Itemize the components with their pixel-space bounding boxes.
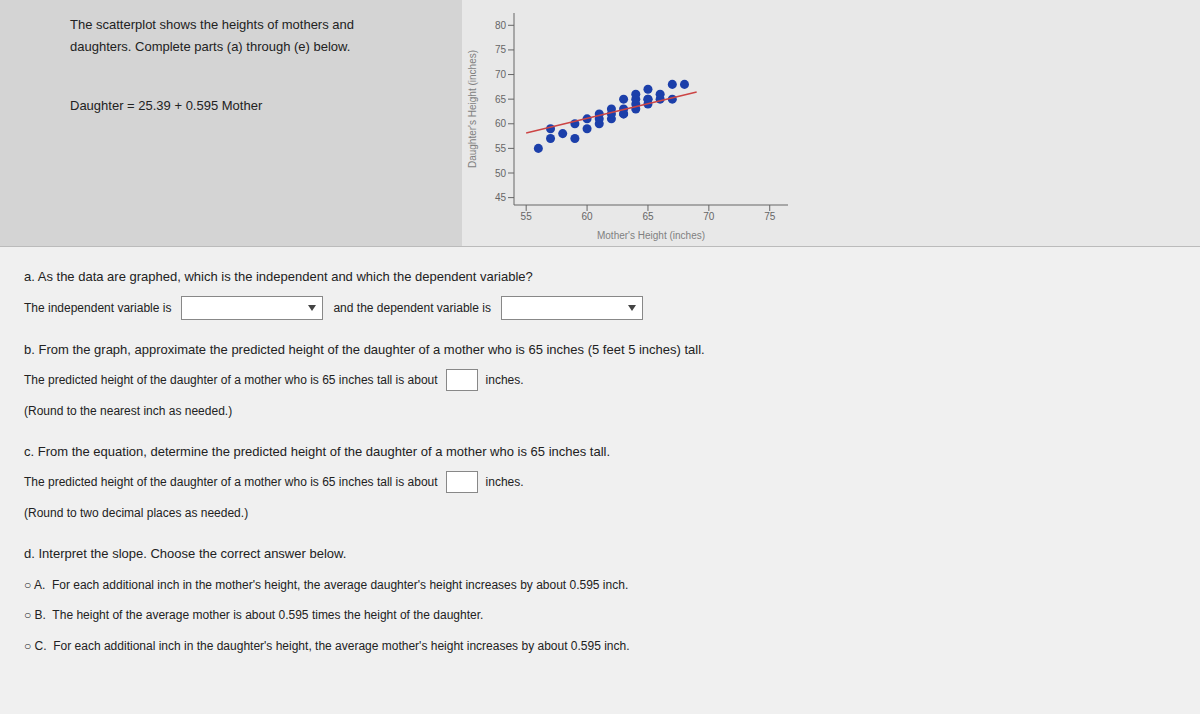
html-text:(Round to two decimal places a: (Round to two decimal places as needed.) <box>24 506 249 520</box>
html-text:inches.: inches. <box>485 475 524 490</box>
html-text:c. From the equation, determin: c. From the equation, determine the pred… <box>24 443 611 459</box>
svg-text:70: 70 <box>703 211 715 222</box>
html-text:○ A. For each additional inch: ○ A. For each additional inch in the mot… <box>24 577 629 592</box>
svg-text:55: 55 <box>521 211 533 222</box>
html-text:The scatterplot shows the heig: The scatterplot shows the heights of mot… <box>70 17 354 32</box>
html-text:b. From the graph, approximate: b. From the graph, approximate the predi… <box>24 341 705 357</box>
svg-text:Daughter's Height (inches): Daughter's Height (inches) <box>467 50 478 168</box>
svg-text:65: 65 <box>642 211 654 222</box>
svg-text:80: 80 <box>495 20 507 31</box>
html-text:The predicted height of the da: The predicted height of the daughter of … <box>24 373 438 387</box>
html-text:a. As the data are graphed, wh: a. As the data are graphed, which is the… <box>24 268 533 284</box>
svg-text:70: 70 <box>495 69 507 80</box>
html-text:and the dependent variable is: and the dependent variable is <box>333 300 491 315</box>
svg-text:50: 50 <box>495 168 507 179</box>
html-text:d. Interpret the slope. Choose: d. Interpret the slope. Choose the corre… <box>24 545 347 561</box>
html-text:Daughter = 25.39 + 0.595 Mothe: Daughter = 25.39 + 0.595 Mother <box>70 98 263 113</box>
svg-text:55: 55 <box>495 143 507 154</box>
html-text:(Round to the nearest inch as: (Round to the nearest inch as needed.) <box>24 403 233 418</box>
svg-text:45: 45 <box>495 192 507 203</box>
html-text:inches.: inches. <box>485 373 524 387</box>
svg-text:65: 65 <box>495 94 507 105</box>
svg-text:60: 60 <box>582 211 594 222</box>
svg-text:60: 60 <box>495 118 507 129</box>
html-text:daughters. Complete parts (a): daughters. Complete parts (a) through (e… <box>70 39 351 54</box>
html-text:The predicted height of the da: The predicted height of the daughter of … <box>24 475 438 490</box>
html-text:○ C. For each additional inch: ○ C. For each additional inch in the dau… <box>24 639 630 653</box>
svg-text:75: 75 <box>495 44 507 55</box>
svg-text:75: 75 <box>764 211 776 222</box>
svg-text:Mother's Height (inches): Mother's Height (inches) <box>597 230 705 241</box>
html-text:○ B. The height of the average: ○ B. The height of the average mother is… <box>24 608 484 623</box>
html-text:The independent variable is: The independent variable is <box>24 300 172 315</box>
